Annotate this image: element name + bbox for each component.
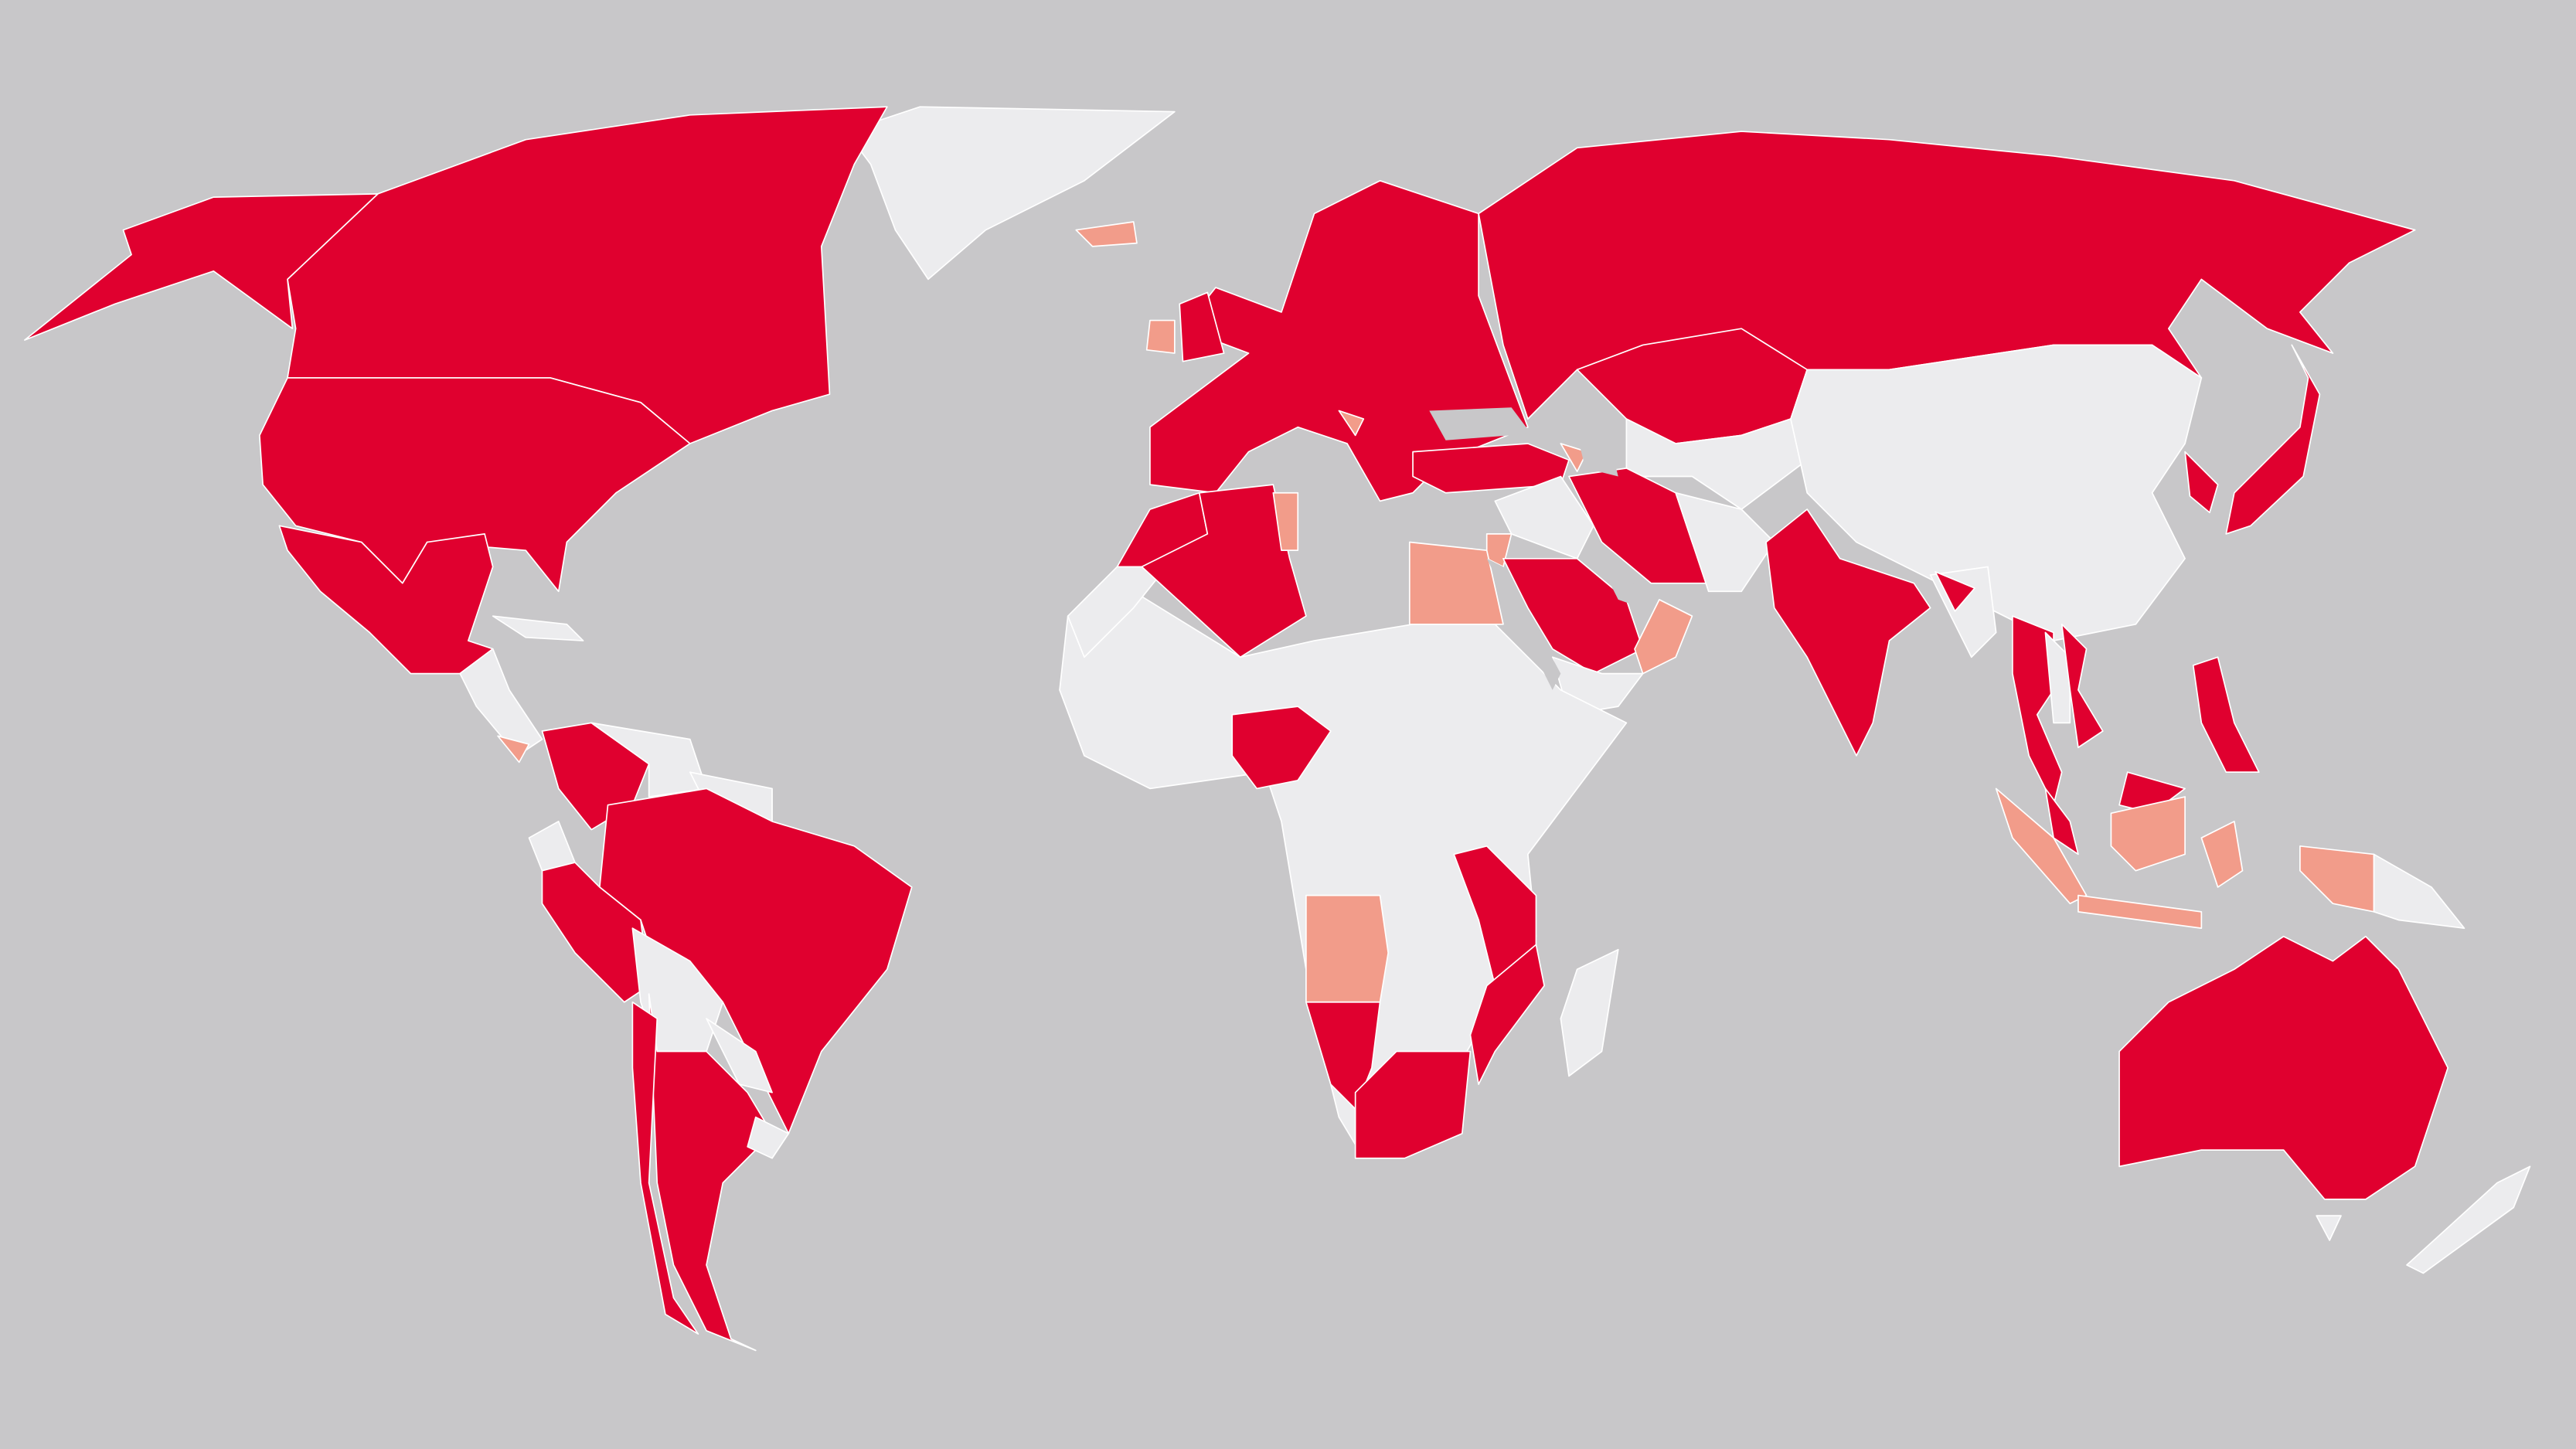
region-laos-cambodia: [2044, 631, 2071, 724]
region-java: [2077, 894, 2203, 929]
region-saudi-arabia: [1502, 557, 1644, 675]
region-venezuela: [590, 722, 707, 798]
region-costa-rica: [497, 735, 530, 764]
region-south-africa: [1354, 1050, 1472, 1159]
region-sulawesi: [2200, 821, 2244, 888]
black-sea: [1429, 407, 1532, 440]
region-philippines: [2192, 656, 2260, 773]
water-bodies: [1429, 402, 1652, 690]
region-uruguay: [747, 1116, 790, 1159]
red-sea: [1486, 558, 1561, 690]
region-central-america: [459, 648, 543, 757]
region-japan: [2225, 344, 2321, 535]
region-chile: [631, 1001, 699, 1335]
persian-gulf: [1601, 566, 1652, 611]
region-egypt: [1408, 541, 1504, 625]
region-brazil: [599, 787, 913, 1134]
region-vietnam: [2060, 623, 2104, 749]
region-new-zealand: [2406, 1165, 2531, 1274]
region-madagascar: [1560, 948, 1619, 1077]
region-united-states: [259, 377, 691, 593]
region-western-sahara: [1067, 566, 1168, 658]
region-argentina: [648, 993, 773, 1352]
region-europe: [1149, 179, 1529, 502]
region-ireland: [1145, 319, 1176, 354]
region-iceland: [1075, 221, 1138, 247]
region-bangladesh: [1935, 570, 1975, 612]
region-papua: [2299, 845, 2375, 913]
region-china: [1790, 344, 2203, 641]
region-alaska: [24, 192, 379, 341]
region-mozambique: [1469, 944, 1545, 1085]
region-cuba: [492, 615, 584, 641]
region-oman: [1634, 599, 1693, 675]
region-syria-iraq: [1494, 475, 1594, 560]
region-papua-new-guinea: [2373, 853, 2465, 929]
region-tasmania: [2316, 1215, 2342, 1241]
region-angola: [1305, 894, 1390, 1003]
map-regions: [24, 106, 2531, 1352]
region-south-korea: [2184, 451, 2219, 514]
region-tunisia: [1272, 492, 1299, 552]
region-australia: [2118, 935, 2449, 1200]
region-afghanistan-pakistan: [1675, 492, 1775, 593]
region-canada: [287, 106, 888, 444]
region-paraguay: [706, 1018, 773, 1094]
region-united-kingdom: [1179, 291, 1225, 362]
region-greenland: [845, 106, 1176, 281]
region-caucasus-country: [1560, 443, 1588, 472]
region-india: [1765, 509, 1931, 757]
region-nigeria: [1231, 706, 1332, 790]
region-balkan-country: [1338, 410, 1365, 437]
region-mexico: [278, 525, 494, 675]
caspian-sea: [1568, 402, 1618, 477]
region-kalimantan: [2110, 796, 2186, 872]
